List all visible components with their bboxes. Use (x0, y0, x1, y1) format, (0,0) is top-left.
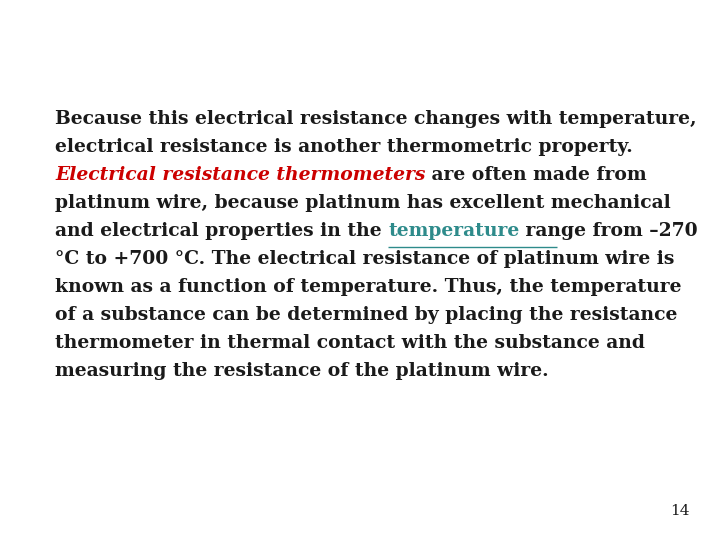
Text: temperature: temperature (388, 222, 519, 240)
Text: 14: 14 (670, 504, 690, 518)
Text: known as a function of temperature. Thus, the temperature: known as a function of temperature. Thus… (55, 278, 682, 296)
Text: thermometer in thermal contact with the substance and: thermometer in thermal contact with the … (55, 334, 645, 352)
Text: °C to +700 °C. The electrical resistance of platinum wire is: °C to +700 °C. The electrical resistance… (55, 250, 675, 268)
Text: measuring the resistance of the platinum wire.: measuring the resistance of the platinum… (55, 362, 549, 380)
Text: Electrical resistance thermometers: Electrical resistance thermometers (55, 166, 426, 184)
Text: and electrical properties in the: and electrical properties in the (55, 222, 388, 240)
Text: range from –270: range from –270 (519, 222, 698, 240)
Text: Because this electrical resistance changes with temperature,: Because this electrical resistance chang… (55, 110, 697, 128)
Text: of a substance can be determined by placing the resistance: of a substance can be determined by plac… (55, 306, 678, 324)
Text: electrical resistance is another thermometric property.: electrical resistance is another thermom… (55, 138, 633, 156)
Text: platinum wire, because platinum has excellent mechanical: platinum wire, because platinum has exce… (55, 194, 671, 212)
Text: are often made from: are often made from (426, 166, 647, 184)
